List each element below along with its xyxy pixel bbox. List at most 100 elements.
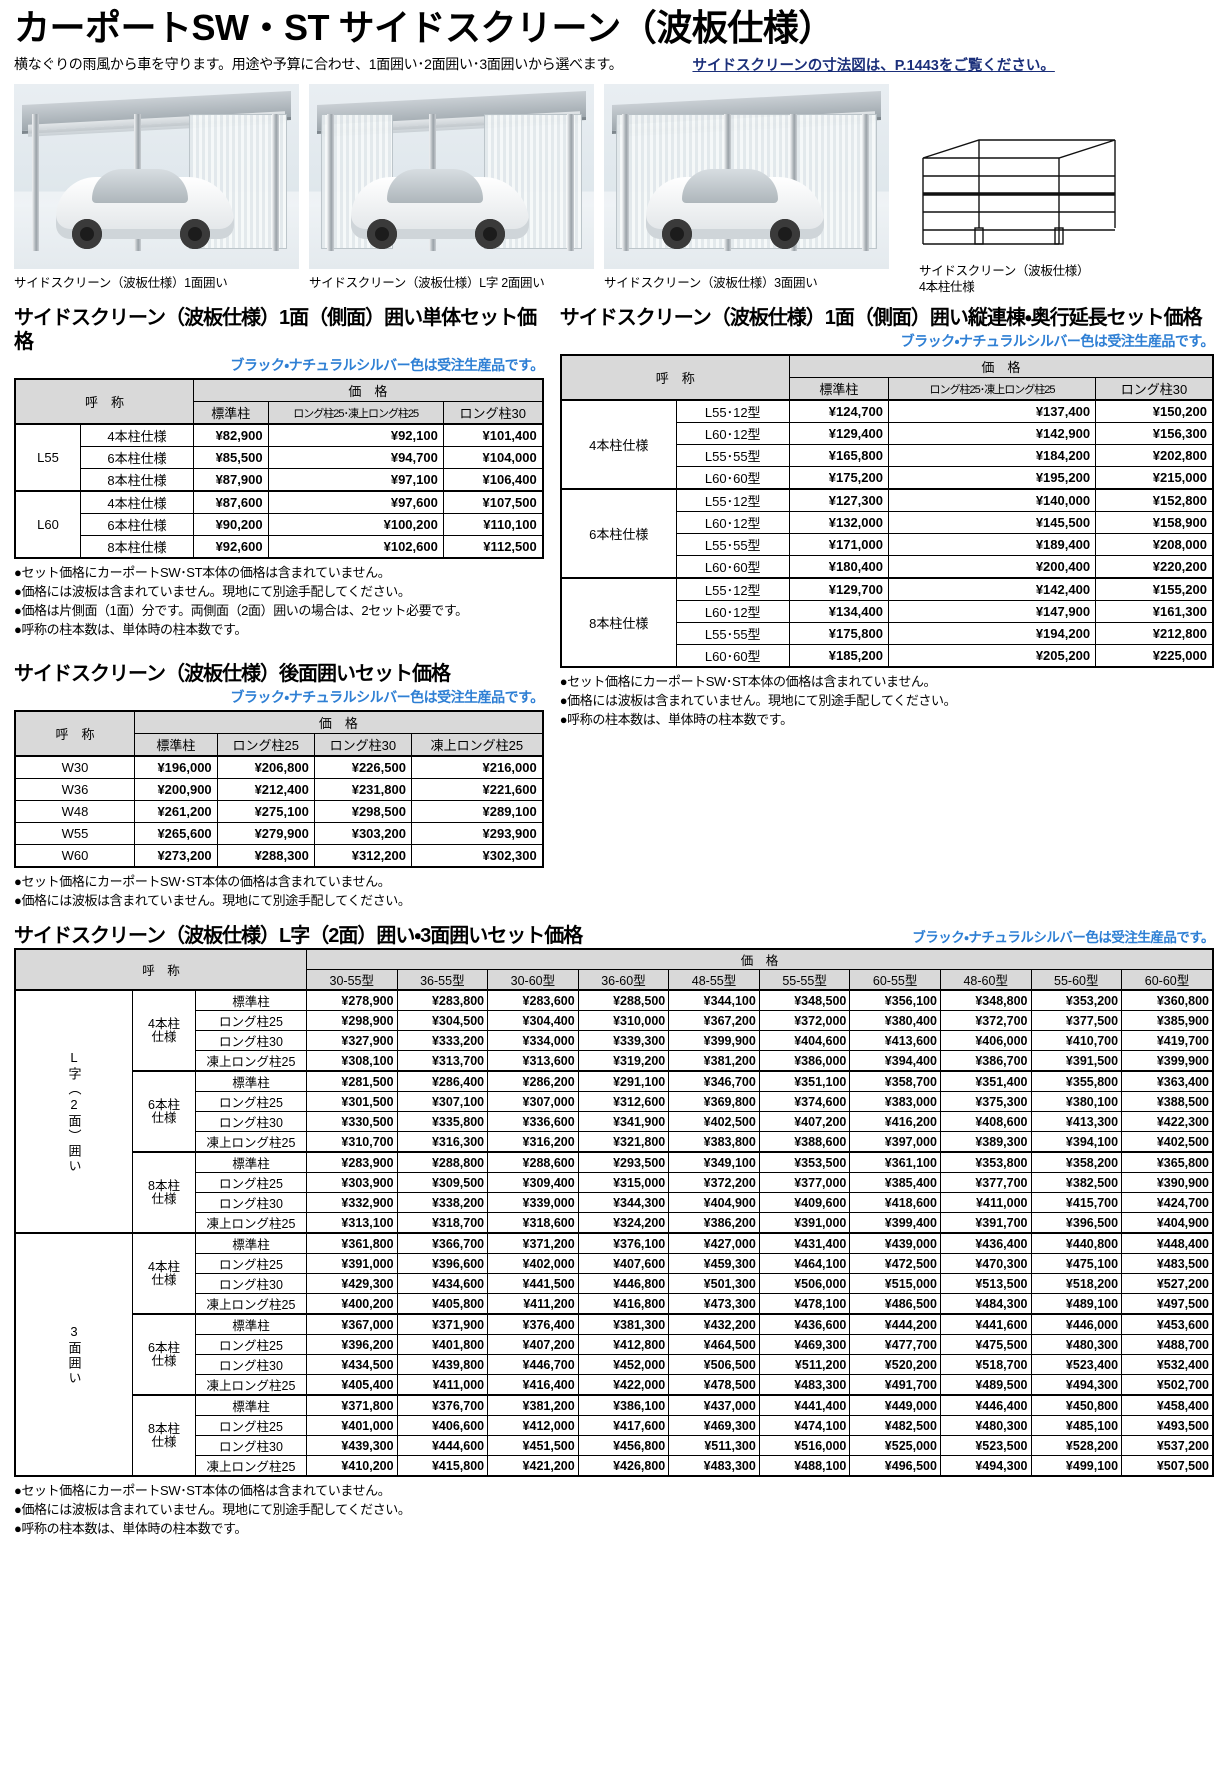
price-cell: ¥332,900 [306, 1192, 398, 1214]
th-col-2: 30-60型 [487, 969, 579, 991]
table-row: 8本柱仕様 ¥87,900 ¥97,100 ¥106,400 [15, 468, 544, 492]
price-cell: ¥485,100 [1030, 1415, 1123, 1437]
price-cell: ¥147,900 [887, 600, 1097, 624]
price-cell: ¥413,600 [849, 1030, 941, 1052]
price-cell: ¥518,700 [939, 1354, 1032, 1376]
table-vertical-extension-set-price: 呼 称 価 格 標準柱 ロング柱25･凍上ロング柱25 ロング柱30 4本柱仕様… [559, 354, 1214, 669]
price-cell: ¥308,100 [306, 1050, 398, 1072]
price-cell: ¥309,400 [487, 1172, 579, 1194]
table-row: ロング柱25 ¥303,900 ¥309,500 ¥309,400 ¥315,000 ¥3… [15, 1172, 1214, 1194]
price-cell: ¥489,100 [1030, 1293, 1123, 1315]
price-cell: ¥265,600 [134, 821, 218, 845]
spec-label: 8本柱仕様 [80, 468, 194, 492]
spec-label: 4本柱仕様 [80, 423, 194, 448]
price-cell: ¥361,100 [849, 1151, 941, 1174]
photo-caption-2: サイドスクリーン（波板仕様）L字 2面囲い [309, 275, 545, 290]
price-cell: ¥441,600 [939, 1313, 1032, 1336]
price-cell: ¥302,300 [410, 843, 544, 868]
price-cell: ¥355,800 [1030, 1070, 1123, 1093]
price-cell: ¥422,300 [1121, 1111, 1214, 1133]
price-cell: ¥281,500 [306, 1070, 398, 1093]
pillar-type-label: 標準柱 [195, 1232, 307, 1255]
price-cell: ¥486,500 [849, 1293, 941, 1315]
price-cell: ¥385,900 [1121, 1010, 1214, 1032]
price-cell: ¥293,900 [410, 821, 544, 845]
price-cell: ¥140,000 [887, 488, 1097, 513]
price-cell: ¥303,900 [306, 1172, 398, 1194]
price-cell: ¥407,600 [577, 1253, 670, 1275]
group-label: 8本柱仕様 [560, 577, 677, 668]
table-row: ロング柱25 ¥298,900 ¥304,500 ¥304,400 ¥310,000 ¥3… [15, 1010, 1214, 1032]
carport-photo-2-lshape [309, 83, 594, 269]
price-cell: ¥273,200 [134, 843, 218, 868]
price-cell: ¥493,500 [1121, 1415, 1214, 1437]
table-rear-enclosure-set-price: 呼 称 価 格 標準柱 ロング柱25 ロング柱30 凍上ロング柱25 W30 ¥… [14, 709, 544, 868]
price-cell: ¥380,100 [1030, 1091, 1123, 1113]
pillar-type-label: ロング柱25 [195, 1253, 307, 1275]
price-cell: ¥313,600 [487, 1050, 579, 1072]
price-cell: ¥424,700 [1121, 1192, 1214, 1214]
dimension-reference-link[interactable]: サイドスクリーンの寸法図は、P.1443をご覧ください。 [692, 57, 1055, 74]
price-cell: ¥416,400 [487, 1374, 579, 1396]
price-cell: ¥87,600 [193, 490, 269, 515]
price-cell: ¥365,800 [1121, 1151, 1214, 1174]
price-cell: ¥506,000 [758, 1273, 851, 1295]
price-cell: ¥427,000 [668, 1232, 760, 1255]
photo-cell-4: サイドスクリーン（波板仕様） 4本柱仕様 [919, 84, 1119, 297]
price-cell: ¥97,100 [267, 468, 444, 492]
pillar-type-label: ロング柱25 [195, 1010, 307, 1032]
price-cell: ¥341,900 [577, 1111, 670, 1133]
price-cell: ¥92,100 [267, 423, 444, 448]
price-cell: ¥527,200 [1121, 1273, 1214, 1295]
price-cell: ¥353,800 [939, 1151, 1032, 1174]
price-cell: ¥472,500 [849, 1253, 941, 1275]
price-cell: ¥377,000 [758, 1172, 851, 1194]
price-cell: ¥353,500 [758, 1151, 851, 1174]
price-cell: ¥312,200 [313, 843, 412, 868]
table-row: W55 ¥265,600 ¥279,900 ¥303,200 ¥293,900 [14, 821, 544, 845]
table3-subnote: ブラック・ナチュラルシルバー色は受注生産品です。 [230, 688, 544, 705]
pillar-type-label: 標準柱 [195, 1151, 307, 1174]
pillar-type-label: 凍上ロング柱25 [195, 1293, 307, 1315]
price-cell: ¥212,400 [216, 777, 315, 801]
price-cell: ¥474,100 [758, 1415, 851, 1437]
price-cell: ¥437,000 [668, 1394, 760, 1417]
note-line: ●価格には波板は含まれていません。現地にて別途手配してください。 [14, 584, 411, 600]
pillar-type-label: 凍上ロング柱25 [195, 1455, 307, 1477]
price-cell: ¥158,900 [1095, 511, 1214, 535]
price-cell: ¥436,600 [758, 1313, 851, 1336]
table1-title: サイドスクリーン（波板仕様）1面（側面）囲い単体セット価格 [14, 307, 537, 354]
price-cell: ¥506,500 [668, 1354, 760, 1376]
price-cell: ¥315,000 [577, 1172, 670, 1194]
price-cell: ¥196,000 [134, 754, 218, 779]
pillar-type-label: ロング柱25 [195, 1334, 307, 1356]
th-col-5: 55-55型 [758, 969, 851, 991]
table-row: 6本柱仕様 ¥90,200 ¥100,200 ¥110,100 [15, 513, 544, 537]
th-col-0: 標準柱 [788, 377, 890, 401]
table-row: 凍上ロング柱25 ¥313,100 ¥318,700 ¥318,600 ¥324,200… [15, 1212, 1214, 1234]
price-cell: ¥175,800 [788, 622, 890, 646]
th-price: 価 格 [192, 378, 544, 403]
price-cell: ¥429,300 [306, 1273, 398, 1295]
price-cell: ¥464,100 [758, 1253, 851, 1275]
price-cell: ¥444,600 [396, 1435, 489, 1457]
line-drawing-4post-spec [922, 138, 1116, 245]
price-cell: ¥386,100 [577, 1394, 670, 1417]
price-cell: ¥439,000 [849, 1232, 941, 1255]
price-tables-upper: サイドスクリーン（波板仕様）1面（側面）囲い単体セット価格 ブラック・ナチュラル… [14, 306, 1215, 910]
price-cell: ¥436,400 [939, 1232, 1032, 1255]
price-cell: ¥406,000 [939, 1030, 1032, 1052]
pillar-type-label: ロング柱30 [195, 1354, 307, 1376]
price-cell: ¥372,000 [758, 1010, 851, 1032]
price-cell: ¥396,500 [1030, 1212, 1123, 1234]
price-cell: ¥401,000 [306, 1415, 398, 1437]
price-cell: ¥475,100 [1030, 1253, 1123, 1275]
price-cell: ¥307,100 [396, 1091, 489, 1113]
table2-subnote: ブラック・ナチュラルシルバー色は受注生産品です。 [900, 333, 1215, 350]
price-cell: ¥480,300 [939, 1415, 1032, 1437]
price-cell: ¥488,700 [1121, 1334, 1214, 1356]
price-cell: ¥220,200 [1095, 555, 1214, 579]
price-cell: ¥411,000 [396, 1374, 489, 1396]
price-cell: ¥367,200 [668, 1010, 760, 1032]
note-line: ●価格には波板は含まれていません。現地にて別途手配してください。 [14, 1502, 411, 1518]
